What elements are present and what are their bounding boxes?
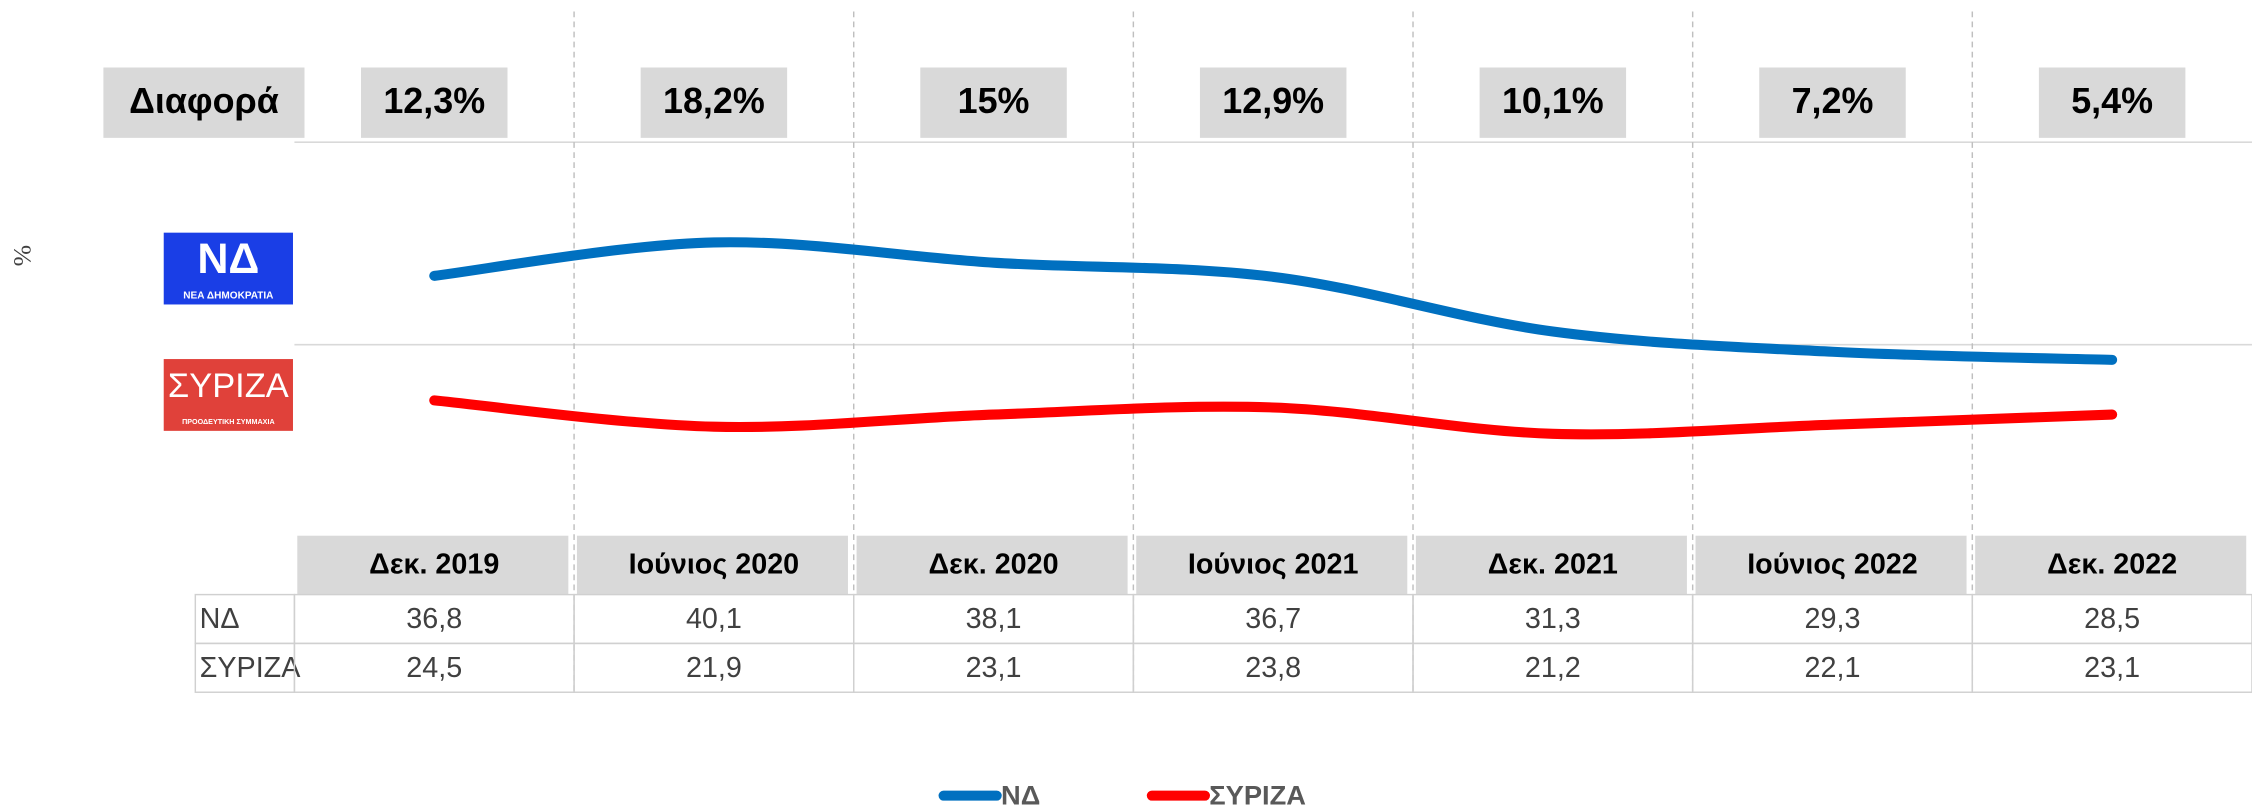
difference-label: 15%	[958, 81, 1030, 121]
logo-background	[163, 359, 293, 431]
legend-label: ΣΥΡΙΖΑ	[1209, 779, 1306, 808]
table-header: Ιούνιος 2021	[1188, 548, 1359, 580]
table-row-label: ΣΥΡΙΖΑ	[200, 652, 302, 684]
table-value: 36,8	[406, 603, 462, 635]
difference-box	[2038, 67, 2186, 138]
table-header-box	[1415, 535, 1687, 595]
logo-title: ΝΔ	[197, 235, 259, 283]
logo-background	[163, 232, 293, 305]
table-value: 23,8	[1245, 652, 1301, 684]
table-value: 28,5	[2084, 603, 2140, 635]
table-header: Δεκ. 2020	[928, 548, 1058, 580]
series-line	[429, 237, 2118, 365]
table-value: 21,9	[686, 652, 742, 684]
table-header: Δεκ. 2021	[1488, 548, 1618, 580]
difference-label: 5,4%	[2071, 81, 2153, 121]
table-row-label: ΝΔ	[200, 603, 240, 635]
difference-label: 18,2%	[663, 81, 765, 121]
difference-label: 12,9%	[1222, 81, 1324, 121]
table-header: Δεκ. 2022	[2047, 548, 2177, 580]
logo-subtitle: ΠΡΟΟΔΕΥΤΙΚΗ ΣΥΜΜΑΧΙΑ	[182, 418, 275, 426]
table-header-box	[1136, 535, 1408, 595]
table-header-box	[297, 535, 569, 595]
difference-box	[640, 67, 788, 138]
table-value: 24,5	[406, 652, 462, 684]
table-value: 29,3	[1805, 603, 1861, 635]
party-logo: ΣΥΡΙΖΑ ΠΡΟΟΔΕΥΤΙΚΗ ΣΥΜΜΑΧΙΑ	[163, 359, 293, 431]
table-value: 21,2	[1525, 652, 1581, 684]
difference-box	[1759, 67, 1906, 138]
table-value: 23,1	[2084, 652, 2140, 684]
y-axis-label: %	[7, 245, 36, 267]
table-value: 38,1	[966, 603, 1022, 635]
legend-label: ΝΔ	[1001, 779, 1040, 808]
difference-label: 7,2%	[1792, 81, 1874, 121]
difference-box	[1479, 67, 1627, 138]
difference-box	[1199, 67, 1347, 138]
table-header: Δεκ. 2019	[369, 548, 499, 580]
series-line	[429, 395, 2118, 440]
table-value: 23,1	[966, 652, 1022, 684]
difference-box	[920, 67, 1067, 138]
table-value: 40,1	[686, 603, 742, 635]
logo-subtitle: ΝΕΑ ΔΗΜΟΚΡΑΤΙΑ	[183, 291, 273, 302]
table-header: Ιούνιος 2020	[629, 548, 800, 580]
difference-box	[360, 67, 508, 138]
table-header-box	[856, 535, 1128, 595]
party-logo: ΝΔ ΝΕΑ ΔΗΜΟΚΡΑΤΙΑ	[163, 232, 293, 305]
table-header-box	[1695, 535, 1967, 595]
table-value: 31,3	[1525, 603, 1581, 635]
table-header-box	[576, 535, 848, 595]
table-value: 36,7	[1245, 603, 1301, 635]
difference-label: 10,1%	[1502, 81, 1604, 121]
chart-body: % Διαφορά 12,3% 18,2% 15% 12,9% 10,1% 7,2% 5,4% Ν…	[7, 11, 2252, 808]
difference-label: 12,3%	[383, 81, 485, 121]
table-value: 22,1	[1805, 652, 1861, 684]
difference-header-box	[103, 67, 305, 138]
table-header-box	[1975, 535, 2247, 595]
difference-header: Διαφορά	[129, 81, 279, 121]
logo-title: ΣΥΡΙΖΑ	[168, 367, 289, 405]
table-header: Ιούνιος 2022	[1747, 548, 1918, 580]
